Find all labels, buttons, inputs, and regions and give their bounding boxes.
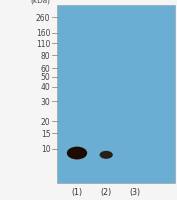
- Bar: [57, 6, 175, 183]
- Text: (2): (2): [101, 188, 112, 196]
- Text: 260: 260: [36, 14, 50, 23]
- Text: 10: 10: [41, 145, 50, 153]
- Text: 40: 40: [41, 83, 50, 92]
- Ellipse shape: [99, 151, 113, 159]
- Text: (1): (1): [72, 188, 82, 196]
- Text: 160: 160: [36, 29, 50, 38]
- Text: 110: 110: [36, 40, 50, 49]
- Text: 50: 50: [41, 73, 50, 82]
- Text: (kDa): (kDa): [31, 0, 50, 4]
- Text: 20: 20: [41, 117, 50, 126]
- Text: 30: 30: [41, 97, 50, 106]
- Text: (3): (3): [130, 188, 141, 196]
- Text: 15: 15: [41, 129, 50, 138]
- Ellipse shape: [67, 147, 87, 160]
- Text: 80: 80: [41, 51, 50, 60]
- Text: 60: 60: [41, 64, 50, 73]
